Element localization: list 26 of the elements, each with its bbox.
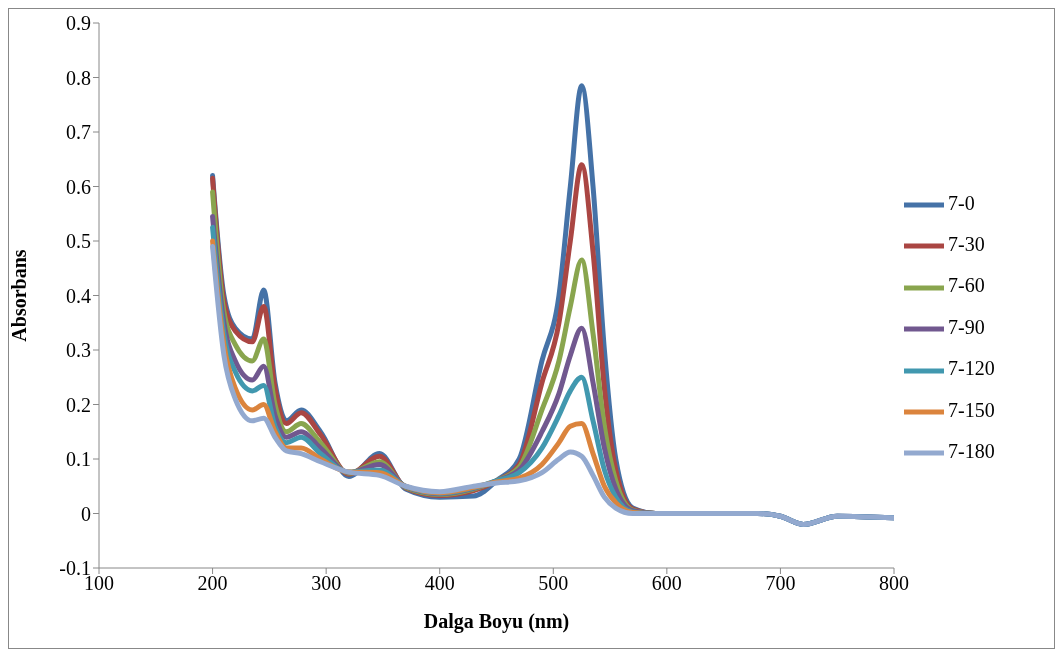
legend-label: 7-30 — [948, 232, 985, 255]
legend-label: 7-0 — [948, 191, 975, 214]
legend-label: 7-180 — [948, 440, 995, 463]
x-tick-label: 700 — [765, 572, 796, 595]
x-tick-label: 600 — [651, 572, 682, 595]
y-tick-label: 0.5 — [66, 230, 91, 253]
y-tick-label: 0.4 — [66, 284, 91, 307]
x-tick-label: 400 — [424, 572, 455, 595]
y-tick-label: 0.1 — [66, 448, 91, 471]
legend-label: 7-90 — [948, 315, 985, 338]
legend-label: 7-150 — [948, 398, 995, 421]
y-tick-label: 0.7 — [66, 121, 91, 144]
y-tick-label: 0 — [81, 502, 91, 525]
y-tick-label: 0.2 — [66, 393, 91, 416]
x-tick-label: 200 — [197, 572, 228, 595]
x-axis-title: Dalga Boyu (nm) — [423, 610, 570, 633]
x-tick-label: 300 — [311, 572, 342, 595]
y-tick-label: 0.8 — [66, 66, 91, 89]
y-tick-label: 0.9 — [66, 12, 91, 35]
x-tick-label: 500 — [538, 572, 569, 595]
y-axis-title: Absorbans — [8, 249, 31, 342]
y-tick-label: 0.6 — [66, 175, 91, 198]
legend-label: 7-120 — [948, 357, 995, 380]
legend-label: 7-60 — [948, 274, 985, 297]
x-tick-label: 800 — [879, 572, 909, 595]
y-tick-label: 0.3 — [66, 339, 91, 362]
